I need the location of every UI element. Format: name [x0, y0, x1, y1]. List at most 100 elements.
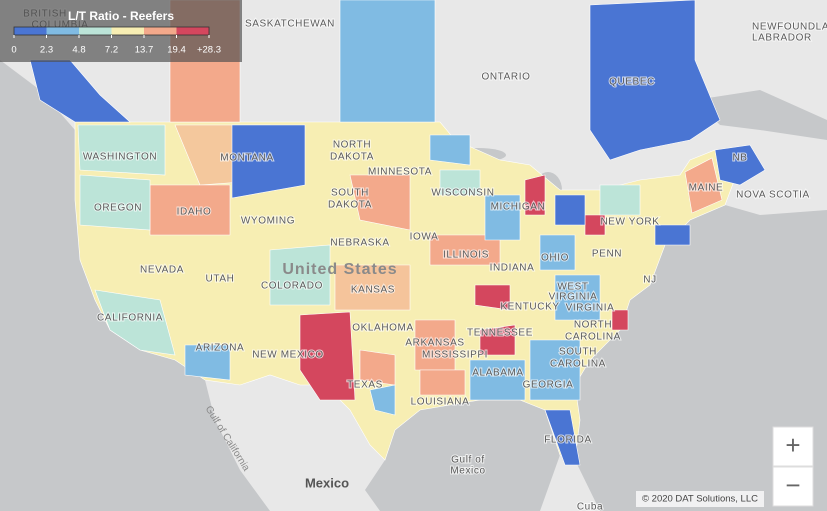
place-label: IDAHO: [177, 207, 212, 218]
place-label: ARIZONA: [196, 343, 245, 354]
place-label: NORTH: [333, 140, 371, 151]
place-label: Mexico: [450, 466, 485, 477]
region: [589, 0, 721, 161]
legend-swatch: [79, 27, 112, 35]
place-label: MONTANA: [220, 153, 273, 164]
place-label: ONTARIO: [481, 72, 530, 83]
region: [299, 311, 356, 401]
place-label: OKLAHOMA: [352, 323, 413, 334]
region: [77, 124, 166, 176]
place-label: MICHIGAN: [491, 202, 546, 213]
legend-tick-label: 13.7: [135, 45, 154, 56]
place-label: OHIO: [541, 253, 569, 264]
place-label: OREGON: [94, 203, 142, 214]
place-label: DAKOTA: [328, 200, 372, 211]
place-label: PENN: [592, 249, 622, 260]
region: [684, 157, 723, 214]
region: [529, 339, 581, 401]
place-label: INDIANA: [490, 263, 535, 274]
region: [439, 169, 481, 196]
region: [419, 369, 466, 396]
place-label: MAINE: [689, 183, 724, 194]
place-label: NEW MEXICO: [252, 350, 324, 361]
legend-swatch: [111, 27, 144, 35]
place-label: COLORADO: [261, 281, 323, 292]
legend-swatch: [176, 27, 209, 35]
zoom-out-label[interactable]: −: [785, 470, 800, 500]
place-label: FLORIDA: [544, 435, 592, 446]
place-label: ARKANSAS: [405, 338, 464, 349]
region: [714, 144, 766, 186]
legend-swatch: [14, 27, 47, 35]
place-label: MINNESOTA: [368, 167, 432, 178]
place-label: GEORGIA: [523, 380, 574, 391]
place-label: WEST: [557, 282, 588, 293]
place-label: CAROLINA: [565, 332, 621, 343]
attribution: © 2020 DAT Solutions, LLC: [636, 491, 764, 507]
region: [349, 174, 411, 231]
mexico-label: Mexico: [305, 475, 349, 490]
legend: L/T Ratio - Reefers 0 2.3 4.8 7.2 13.7 19.4 +2…: [0, 0, 242, 62]
legend-tick-label: 0: [11, 45, 16, 56]
place-label: QUEBEC: [609, 77, 655, 88]
region: [429, 134, 471, 166]
zoom-in[interactable]: +: [772, 426, 814, 467]
place-label: KANSAS: [351, 285, 395, 296]
place-label: WYOMING: [241, 216, 295, 227]
zoom-out[interactable]: −: [772, 466, 814, 507]
zoom-out-button[interactable]: [772, 466, 814, 507]
place-label: UTAH: [206, 274, 235, 285]
legend-tick-label: 4.8: [72, 45, 85, 56]
legend-tick-label: 19.4: [167, 45, 186, 56]
attribution-bg: [636, 491, 764, 507]
place-label: LABRADOR: [752, 33, 812, 44]
place-label: Gulf of: [451, 455, 485, 466]
place-label: ALABAMA: [472, 368, 523, 379]
region: [584, 214, 606, 236]
place-label: LOUISIANA: [411, 397, 470, 408]
region: [554, 194, 586, 226]
region: [184, 344, 231, 381]
attribution-text: © 2020 DAT Solutions, LLC: [642, 494, 758, 505]
legend-tick-label: 2.3: [40, 45, 53, 56]
region: [554, 274, 601, 321]
place-label: VIRGINIA: [566, 303, 615, 314]
place-label: NEW YORK: [600, 217, 659, 228]
place-label: CALIFORNIA: [97, 313, 163, 324]
place-label: WASHINGTON: [83, 152, 157, 163]
place-label: Cuba: [577, 502, 603, 511]
place-label: VIRGINIA: [549, 292, 598, 303]
place-label: ILLINOIS: [443, 250, 489, 261]
legend-tick-label: 7.2: [105, 45, 118, 56]
region: [334, 264, 411, 311]
place-label: NEVADA: [140, 265, 184, 276]
country-label: United States: [282, 261, 397, 278]
region: [469, 359, 526, 401]
region: [474, 284, 511, 311]
place-label: KENTUCKY: [500, 302, 559, 313]
place-label: TEXAS: [347, 380, 383, 391]
place-label: NEBRASKA: [330, 238, 389, 249]
place-label: NEWFOUNDLAND AND: [752, 22, 827, 33]
zoom-in-button[interactable]: [772, 426, 814, 467]
region: [369, 384, 396, 416]
legend-tick-label: +28.3: [197, 45, 221, 56]
place-label: IOWA: [410, 232, 439, 243]
place-label: SOUTH: [331, 188, 369, 199]
region: [599, 184, 641, 216]
place-label: SASKATCHEWAN: [245, 19, 335, 30]
region: [654, 224, 691, 246]
place-label: MISSISSIPPI: [422, 350, 488, 361]
region: [429, 234, 501, 266]
legend-title: L/T Ratio - Reefers: [68, 9, 174, 23]
region: [231, 124, 306, 199]
place-label: WISCONSIN: [431, 188, 494, 199]
region: [479, 324, 516, 356]
place-label: NJ: [643, 275, 656, 286]
legend-swatch: [144, 27, 177, 35]
zoom-in-label[interactable]: +: [785, 430, 800, 460]
region: [269, 244, 331, 306]
region: [484, 194, 521, 241]
labels: United States Gulf of California Mexico …: [22, 8, 827, 511]
